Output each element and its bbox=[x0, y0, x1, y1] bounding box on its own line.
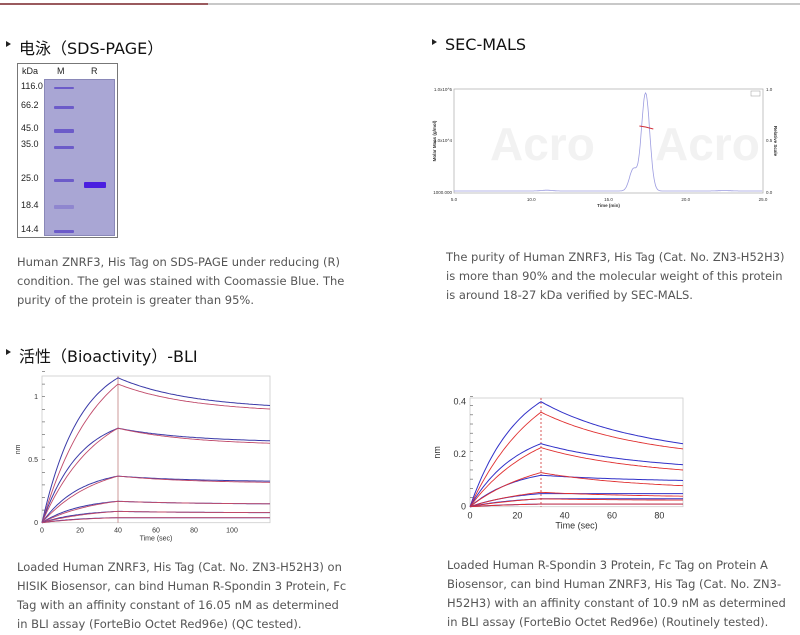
x-tick-label: 60 bbox=[152, 528, 160, 535]
data-series-line bbox=[469, 443, 684, 507]
gel-marker-label: 45.0 bbox=[21, 123, 39, 133]
uv-trace-line bbox=[454, 91, 763, 192]
x-axis-label: Time (sec) bbox=[140, 536, 173, 543]
fit-series-line bbox=[41, 500, 270, 524]
y2-tick-label: 1.0 bbox=[766, 87, 773, 92]
data-series-line bbox=[41, 427, 271, 523]
x-tick-label: 40 bbox=[560, 511, 570, 521]
gel-marker-label: 66.2 bbox=[21, 100, 39, 110]
plot-frame bbox=[453, 88, 764, 194]
x-tick-label: 0 bbox=[467, 511, 472, 521]
bli-left-chart: 0 20 40 60 80 100 0 0.5 1 Time (sec) nm bbox=[15, 371, 271, 543]
sec-mals-title: SEC-MALS bbox=[445, 35, 527, 54]
bullet-triangle-icon bbox=[432, 38, 437, 45]
x-axis-label: Time (min) bbox=[597, 203, 620, 208]
bullet-triangle-icon bbox=[6, 41, 11, 47]
watermark: Acro bbox=[490, 118, 595, 170]
gel-marker-label: 116.0 bbox=[21, 81, 43, 91]
y2-tick-label: 0.5 bbox=[766, 138, 773, 143]
sds-page-gel-image: kDa M R 116.0 66.2 45.0 35.0 25.0 18.4 14.4 bbox=[17, 63, 118, 238]
x-tick-label: 20.0 bbox=[681, 197, 690, 202]
gel-lanes bbox=[44, 79, 115, 236]
gel-marker-label: 25.0 bbox=[21, 173, 39, 183]
y-tick-label: 0 bbox=[34, 520, 38, 527]
gel-marker-label: 14.4 bbox=[21, 224, 39, 234]
y-tick-label: 0.2 bbox=[453, 449, 466, 459]
tab-underline bbox=[0, 3, 800, 5]
fit-series-line bbox=[41, 427, 271, 523]
sds-page-caption: Human ZNRF3, His Tag on SDS-PAGE under r… bbox=[17, 255, 345, 307]
fit-series-line bbox=[469, 472, 684, 508]
bli-left-caption: Loaded Human ZNRF3, His Tag (Cat. No. ZN… bbox=[17, 560, 347, 631]
bli-right-chart: 0 20 40 60 80 0 0.2 0.4 Time (sec) nm bbox=[432, 396, 684, 531]
y-tick-label: 0.5 bbox=[28, 457, 38, 464]
y2-tick-label: 0.0 bbox=[766, 190, 773, 195]
lane-label-m: M bbox=[57, 66, 65, 76]
bioactivity-heading: 活性（Bioactivity）-BLI bbox=[6, 343, 198, 367]
sec-mals-chart: Acro Acro 5.0 10.0 15.0 20.0 25.0 1000.000 1.0x1… bbox=[432, 87, 778, 208]
y-tick-label: 1000.000 bbox=[433, 190, 452, 195]
fit-series-line bbox=[41, 383, 271, 523]
sds-page-title: 电泳（SDS-PAGE） bbox=[19, 39, 164, 58]
molar-mass-line bbox=[639, 125, 654, 130]
fit-series-line bbox=[469, 411, 684, 507]
data-series-line bbox=[469, 401, 684, 507]
y-tick-label: 1.0x10^5 bbox=[434, 87, 453, 92]
bli-right-caption: Loaded Human R-Spondin 3 Protein, Fc Tag… bbox=[447, 558, 786, 629]
legend-box bbox=[750, 90, 761, 97]
plot-frame bbox=[41, 375, 271, 524]
y-tick-label: 0.4 bbox=[453, 397, 466, 407]
gel-marker-label: 35.0 bbox=[21, 139, 39, 149]
y-tick-label: 1 bbox=[34, 394, 38, 401]
active-tab-indicator[interactable] bbox=[0, 3, 208, 5]
y-axis-label: nm bbox=[432, 446, 442, 459]
x-tick-label: 80 bbox=[654, 511, 664, 521]
x-tick-label: 20 bbox=[512, 511, 522, 521]
x-tick-label: 5.0 bbox=[451, 197, 458, 202]
data-series-line bbox=[41, 377, 271, 523]
x-tick-label: 80 bbox=[190, 528, 198, 535]
sds-page-heading: 电泳（SDS-PAGE） bbox=[6, 35, 163, 59]
x-axis-label: Time (sec) bbox=[555, 521, 597, 531]
gel-unit-label: kDa bbox=[22, 66, 39, 76]
sec-mals-heading: SEC-MALS bbox=[432, 35, 526, 54]
x-tick-label: 100 bbox=[226, 528, 238, 535]
x-tick-label: 15.0 bbox=[604, 197, 613, 202]
x-tick-label: 60 bbox=[607, 511, 617, 521]
fit-series-line bbox=[41, 475, 271, 524]
fit-series-line bbox=[469, 498, 683, 508]
watermark: Acro bbox=[655, 118, 760, 170]
y-axis-label: Molar Mass (g/mol) bbox=[432, 120, 437, 161]
y-axis-label: nm bbox=[15, 444, 22, 454]
sec-mals-caption: The purity of Human ZNRF3, His Tag (Cat.… bbox=[446, 250, 785, 302]
gel-marker-label: 18.4 bbox=[21, 200, 39, 210]
x-tick-label: 40 bbox=[114, 528, 122, 535]
x-tick-label: 25.0 bbox=[759, 197, 768, 202]
y-tick-label: 0 bbox=[461, 502, 466, 512]
lane-label-r: R bbox=[91, 66, 98, 76]
y2-axis-label: Relative Scale bbox=[773, 126, 778, 157]
fit-series-line bbox=[41, 510, 270, 524]
bioactivity-title: 活性（Bioactivity）-BLI bbox=[19, 347, 198, 366]
fit-series-line bbox=[469, 447, 684, 507]
x-tick-label: 10.0 bbox=[527, 197, 536, 202]
x-tick-label: 0 bbox=[40, 528, 44, 535]
fit-series-line bbox=[469, 503, 683, 508]
x-tick-label: 20 bbox=[76, 528, 84, 535]
data-series-line bbox=[41, 475, 270, 523]
fit-series-line bbox=[469, 491, 683, 508]
y-tick-label: 1.0x10^4 bbox=[434, 138, 453, 143]
bullet-triangle-icon bbox=[6, 349, 11, 355]
fit-series-line bbox=[41, 517, 270, 524]
